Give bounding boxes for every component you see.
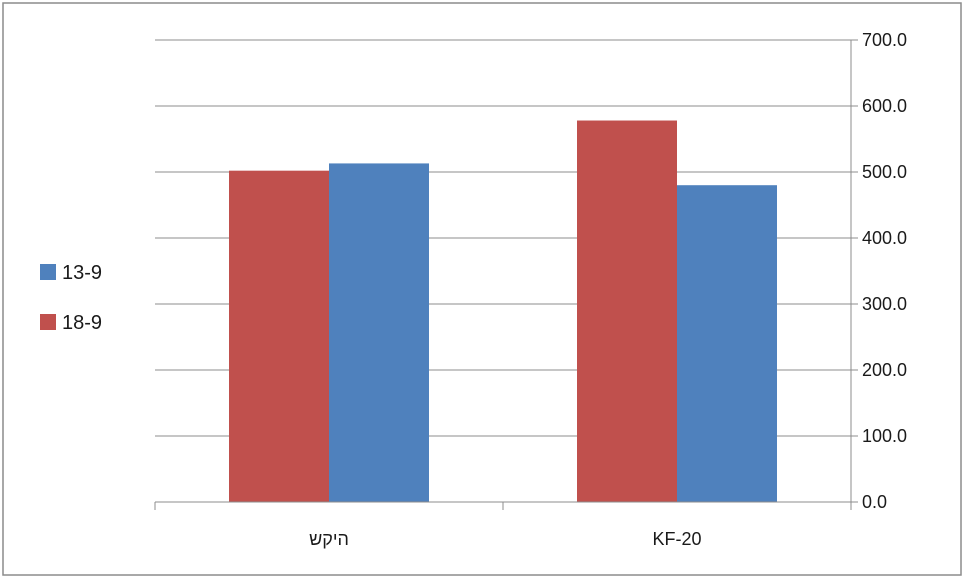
legend-label: 18-9 [62,312,102,334]
x-category-label: KF-20 [652,529,701,549]
legend-swatch-18-9 [40,314,56,330]
y-tick-label: 500.0 [862,162,907,182]
y-tick-label: 400.0 [862,228,907,248]
bar-18-9-0 [229,170,329,502]
axes: 0.0 100.0 200.0 300.0 400.0 500.0 600.0 700.0 הי… [154,30,907,549]
y-tick-label: 100.0 [862,426,907,446]
y-tick-label: 600.0 [862,96,907,116]
y-tick-label: 300.0 [862,294,907,314]
x-category-label: היקש [309,529,349,549]
legend-label: 13-9 [62,262,102,284]
bar-13-9-0 [329,163,429,503]
legend-swatch-13-9 [40,264,56,280]
y-tick-label: 200.0 [862,360,907,380]
y-tick-label: 0.0 [862,492,887,512]
legend: 13-9 18-9 [40,262,102,334]
y-tick-label: 700.0 [862,30,907,50]
bar-13-9-1 [677,185,777,502]
bar-18-9-1 [577,120,677,503]
bars [229,120,777,503]
